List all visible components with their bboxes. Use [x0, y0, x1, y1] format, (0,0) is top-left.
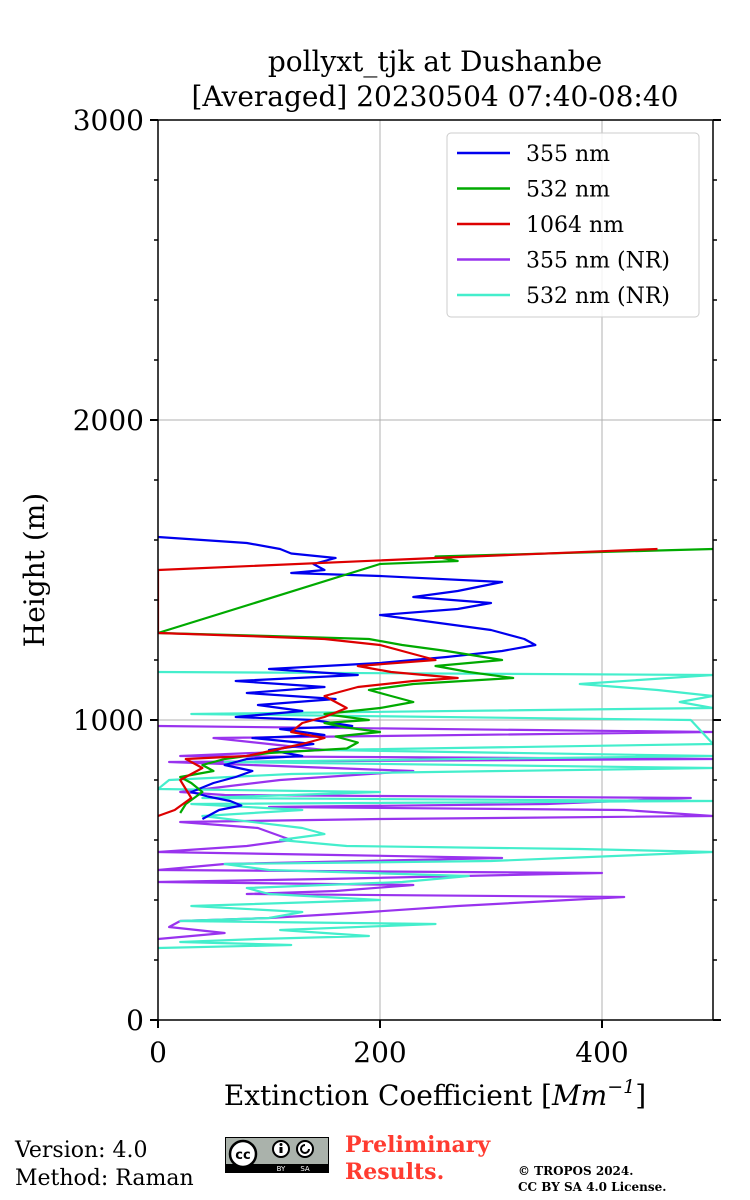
- method-text: Method: Raman: [15, 1166, 194, 1191]
- x-tick-label: 400: [575, 1036, 628, 1069]
- copyright-line1: © TROPOS 2024.: [518, 1164, 634, 1178]
- y-axis-label: Height (m): [18, 493, 51, 647]
- x-tick-label: 200: [353, 1036, 406, 1069]
- version-text: Version: 4.0: [15, 1138, 148, 1163]
- x-tick-label: 0: [149, 1036, 167, 1069]
- axis-ticks: 0 1000 2000 3000 0 200 400: [73, 104, 721, 1069]
- legend-label: 1064 nm: [526, 213, 624, 238]
- x-axis-label-exp: −1: [607, 1076, 635, 1098]
- legend-label: 355 nm (NR): [526, 249, 670, 274]
- y-tick-label: 0: [126, 1004, 144, 1037]
- series-line-1: [158, 547, 713, 814]
- chart-title-line2: [Averaged] 20230504 07:40-08:40: [192, 80, 679, 113]
- legend: 355 nm 532 nm 1064 nm 355 nm (NR) 532 nm (NR…: [446, 132, 700, 318]
- y-tick-label: 2000: [73, 404, 144, 437]
- x-axis-label-text: Extinction Coefficient [: [224, 1079, 552, 1112]
- copyright-line2: CC BY SA 4.0 License.: [518, 1180, 667, 1194]
- y-tick-label: 1000: [73, 704, 144, 737]
- y-tick-label: 3000: [73, 104, 144, 137]
- legend-label: 355 nm: [526, 142, 610, 167]
- plot-frame: [157, 119, 714, 1021]
- legend-box: [446, 132, 700, 318]
- cc-by-label: BY: [277, 1165, 286, 1173]
- series-line-3: [158, 724, 713, 941]
- series-line-2: [158, 547, 658, 818]
- cc-sa-label: SA: [300, 1165, 310, 1173]
- legend-label: 532 nm (NR): [526, 284, 670, 309]
- cc-by-sa-icon: cc BY SA: [225, 1137, 329, 1173]
- preliminary-label-line1: Preliminary: [345, 1132, 491, 1158]
- svg-text:cc: cc: [235, 1148, 250, 1163]
- legend-label: 532 nm: [526, 178, 610, 203]
- series-layer: [158, 535, 713, 950]
- chart-title-line1: pollyxt_tjk at Dushanbe: [268, 45, 602, 78]
- x-axis-label-close: ]: [635, 1079, 646, 1112]
- preliminary-label-line2: Results.: [345, 1159, 445, 1185]
- x-axis-label: Extinction Coefficient [Mm−1]: [224, 1076, 646, 1112]
- extinction-chart: pollyxt_tjk at Dushanbe [Averaged] 20230…: [18, 45, 721, 1112]
- x-axis-label-unit: Mm: [551, 1079, 607, 1112]
- series-line-0: [158, 535, 537, 820]
- series-line-4: [158, 670, 713, 950]
